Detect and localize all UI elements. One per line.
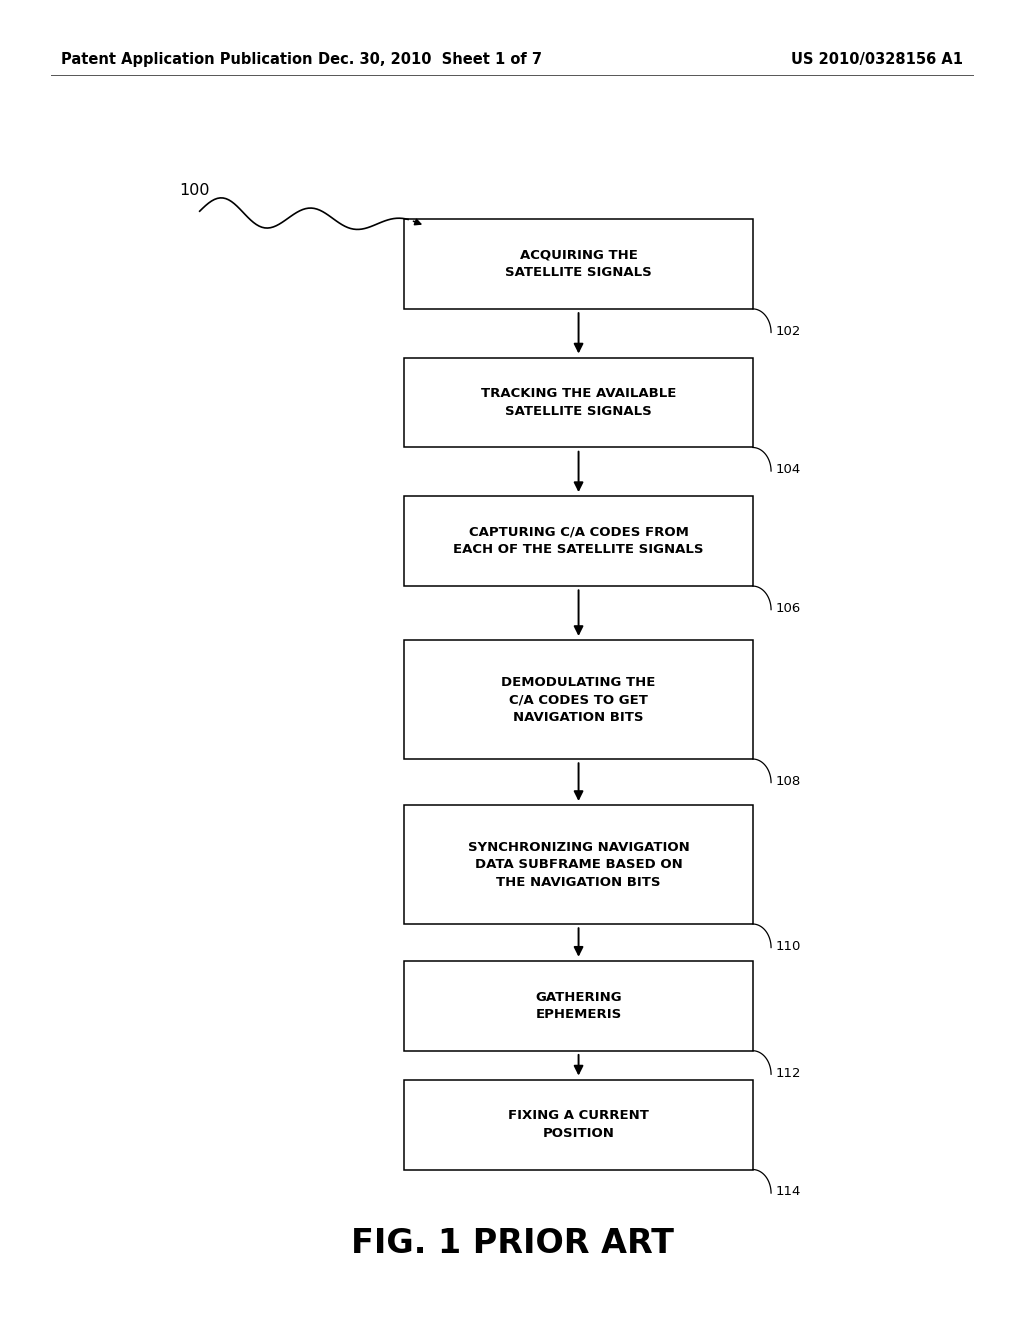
FancyBboxPatch shape <box>404 358 753 447</box>
Text: US 2010/0328156 A1: US 2010/0328156 A1 <box>791 51 963 67</box>
FancyBboxPatch shape <box>404 961 753 1051</box>
FancyBboxPatch shape <box>404 1080 753 1170</box>
FancyBboxPatch shape <box>404 805 753 924</box>
Text: Patent Application Publication: Patent Application Publication <box>61 51 313 67</box>
Text: CAPTURING C/A CODES FROM
EACH OF THE SATELLITE SIGNALS: CAPTURING C/A CODES FROM EACH OF THE SAT… <box>454 525 703 557</box>
Text: 108: 108 <box>775 775 801 788</box>
Text: TRACKING THE AVAILABLE
SATELLITE SIGNALS: TRACKING THE AVAILABLE SATELLITE SIGNALS <box>481 387 676 418</box>
Text: 110: 110 <box>775 940 801 953</box>
Text: 114: 114 <box>775 1185 801 1199</box>
Text: GATHERING
EPHEMERIS: GATHERING EPHEMERIS <box>536 990 622 1022</box>
Text: 112: 112 <box>775 1067 801 1080</box>
Text: ACQUIRING THE
SATELLITE SIGNALS: ACQUIRING THE SATELLITE SIGNALS <box>505 248 652 280</box>
Text: FIG. 1 PRIOR ART: FIG. 1 PRIOR ART <box>350 1228 674 1259</box>
Text: FIXING A CURRENT
POSITION: FIXING A CURRENT POSITION <box>508 1109 649 1140</box>
FancyBboxPatch shape <box>404 219 753 309</box>
Text: SYNCHRONIZING NAVIGATION
DATA SUBFRAME BASED ON
THE NAVIGATION BITS: SYNCHRONIZING NAVIGATION DATA SUBFRAME B… <box>468 841 689 888</box>
FancyBboxPatch shape <box>404 640 753 759</box>
Text: 104: 104 <box>775 463 801 477</box>
Text: Dec. 30, 2010  Sheet 1 of 7: Dec. 30, 2010 Sheet 1 of 7 <box>318 51 542 67</box>
Text: 100: 100 <box>179 183 210 198</box>
Text: 106: 106 <box>775 602 801 615</box>
Text: DEMODULATING THE
C/A CODES TO GET
NAVIGATION BITS: DEMODULATING THE C/A CODES TO GET NAVIGA… <box>502 676 655 723</box>
FancyBboxPatch shape <box>404 496 753 586</box>
Text: 102: 102 <box>775 325 801 338</box>
